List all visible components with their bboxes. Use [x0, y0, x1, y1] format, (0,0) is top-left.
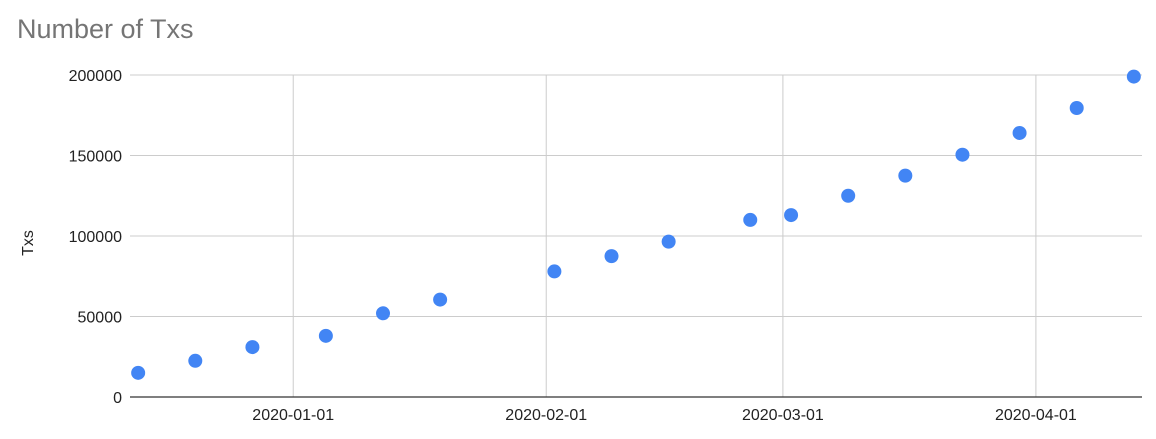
- data-point: [318, 328, 333, 343]
- y-tick-label: 150000: [69, 149, 122, 166]
- chart-title: Number of Txs: [17, 14, 194, 44]
- data-point: [131, 365, 146, 380]
- tick-labels: 0 50000 100000 150000 200000 2020-01-01 2020-0…: [69, 68, 1077, 424]
- data-point: [1126, 69, 1141, 84]
- x-tick-label: 2020-02-01: [505, 407, 587, 424]
- x-tick-label: 2020-03-01: [742, 407, 824, 424]
- data-point: [604, 249, 619, 264]
- data-point: [1069, 101, 1084, 116]
- y-tick-label: 200000: [69, 68, 122, 85]
- data-point: [955, 147, 970, 162]
- y-tick-label: 50000: [78, 310, 123, 327]
- data-point: [841, 188, 856, 203]
- data-point: [743, 212, 758, 227]
- data-point: [1012, 125, 1027, 140]
- x-tick-label: 2020-01-01: [252, 407, 334, 424]
- data-point: [661, 234, 676, 249]
- data-point: [188, 353, 203, 368]
- data-point: [898, 168, 913, 183]
- data-point: [784, 208, 799, 223]
- y-axis-title: Txs: [20, 230, 37, 256]
- data-point: [433, 292, 448, 307]
- data-point: [547, 264, 562, 279]
- y-tick-label: 100000: [69, 229, 122, 246]
- data-points: [131, 69, 1141, 380]
- grid-lines: [130, 74, 1142, 397]
- x-tick-label: 2020-04-01: [995, 407, 1077, 424]
- data-point: [245, 340, 260, 355]
- y-tick-label: 0: [113, 390, 122, 407]
- data-point: [376, 306, 390, 321]
